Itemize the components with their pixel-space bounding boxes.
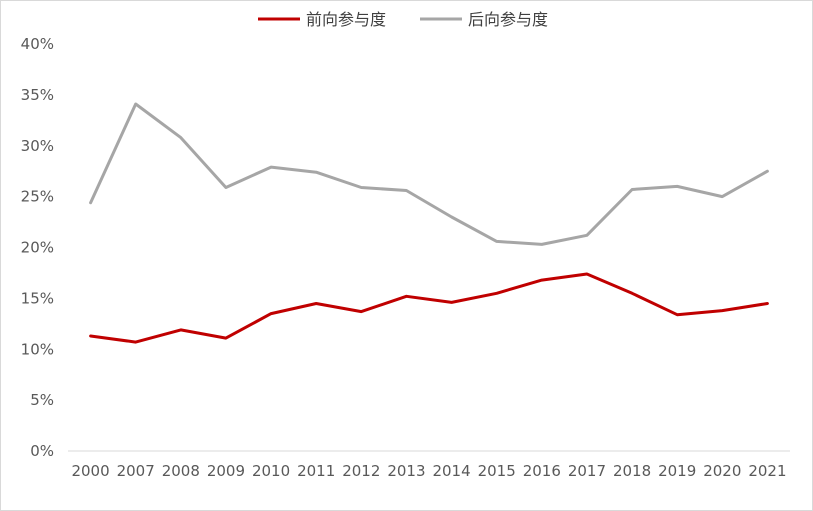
x-tick-label: 2009 [207,462,245,480]
x-tick-label: 2014 [432,462,470,480]
x-tick-label: 2015 [478,462,516,480]
x-tick-label: 2007 [117,462,155,480]
legend: 前向参与度 后向参与度 [258,10,548,29]
x-tick-label: 2020 [703,462,741,480]
y-tick-label: 35% [21,86,54,104]
y-axis: 0% 5% 10% 15% 20% 25% 30% 35% 40% [21,35,54,460]
legend-label-forward: 前向参与度 [306,10,386,29]
y-tick-label: 30% [21,137,54,155]
x-axis: 2000 2007 2008 2009 2010 2011 2012 2013 2014 2015… [68,450,790,480]
x-tick-label: 2000 [71,462,109,480]
series-layer [89,102,769,344]
x-tick-label: 2019 [658,462,696,480]
x-tick-label: 2008 [162,462,200,480]
y-tick-label: 15% [21,289,54,307]
x-tick-label: 2017 [568,462,606,480]
series-line-1 [89,102,769,246]
y-tick-label: 5% [30,391,54,409]
y-tick-label: 25% [21,188,54,206]
x-tick-label: 2012 [342,462,380,480]
y-tick-label: 0% [30,442,54,460]
x-tick-label: 2018 [613,462,651,480]
y-tick-label: 40% [21,35,54,53]
y-tick-label: 10% [21,340,54,358]
y-tick-label: 20% [21,239,54,257]
x-tick-label: 2021 [748,462,786,480]
x-tick-label: 2016 [523,462,561,480]
x-tick-label: 2010 [252,462,290,480]
x-tick-label: 2013 [387,462,425,480]
series-line-0 [89,272,769,344]
legend-label-backward: 后向参与度 [468,10,548,29]
x-tick-label: 2011 [297,462,335,480]
